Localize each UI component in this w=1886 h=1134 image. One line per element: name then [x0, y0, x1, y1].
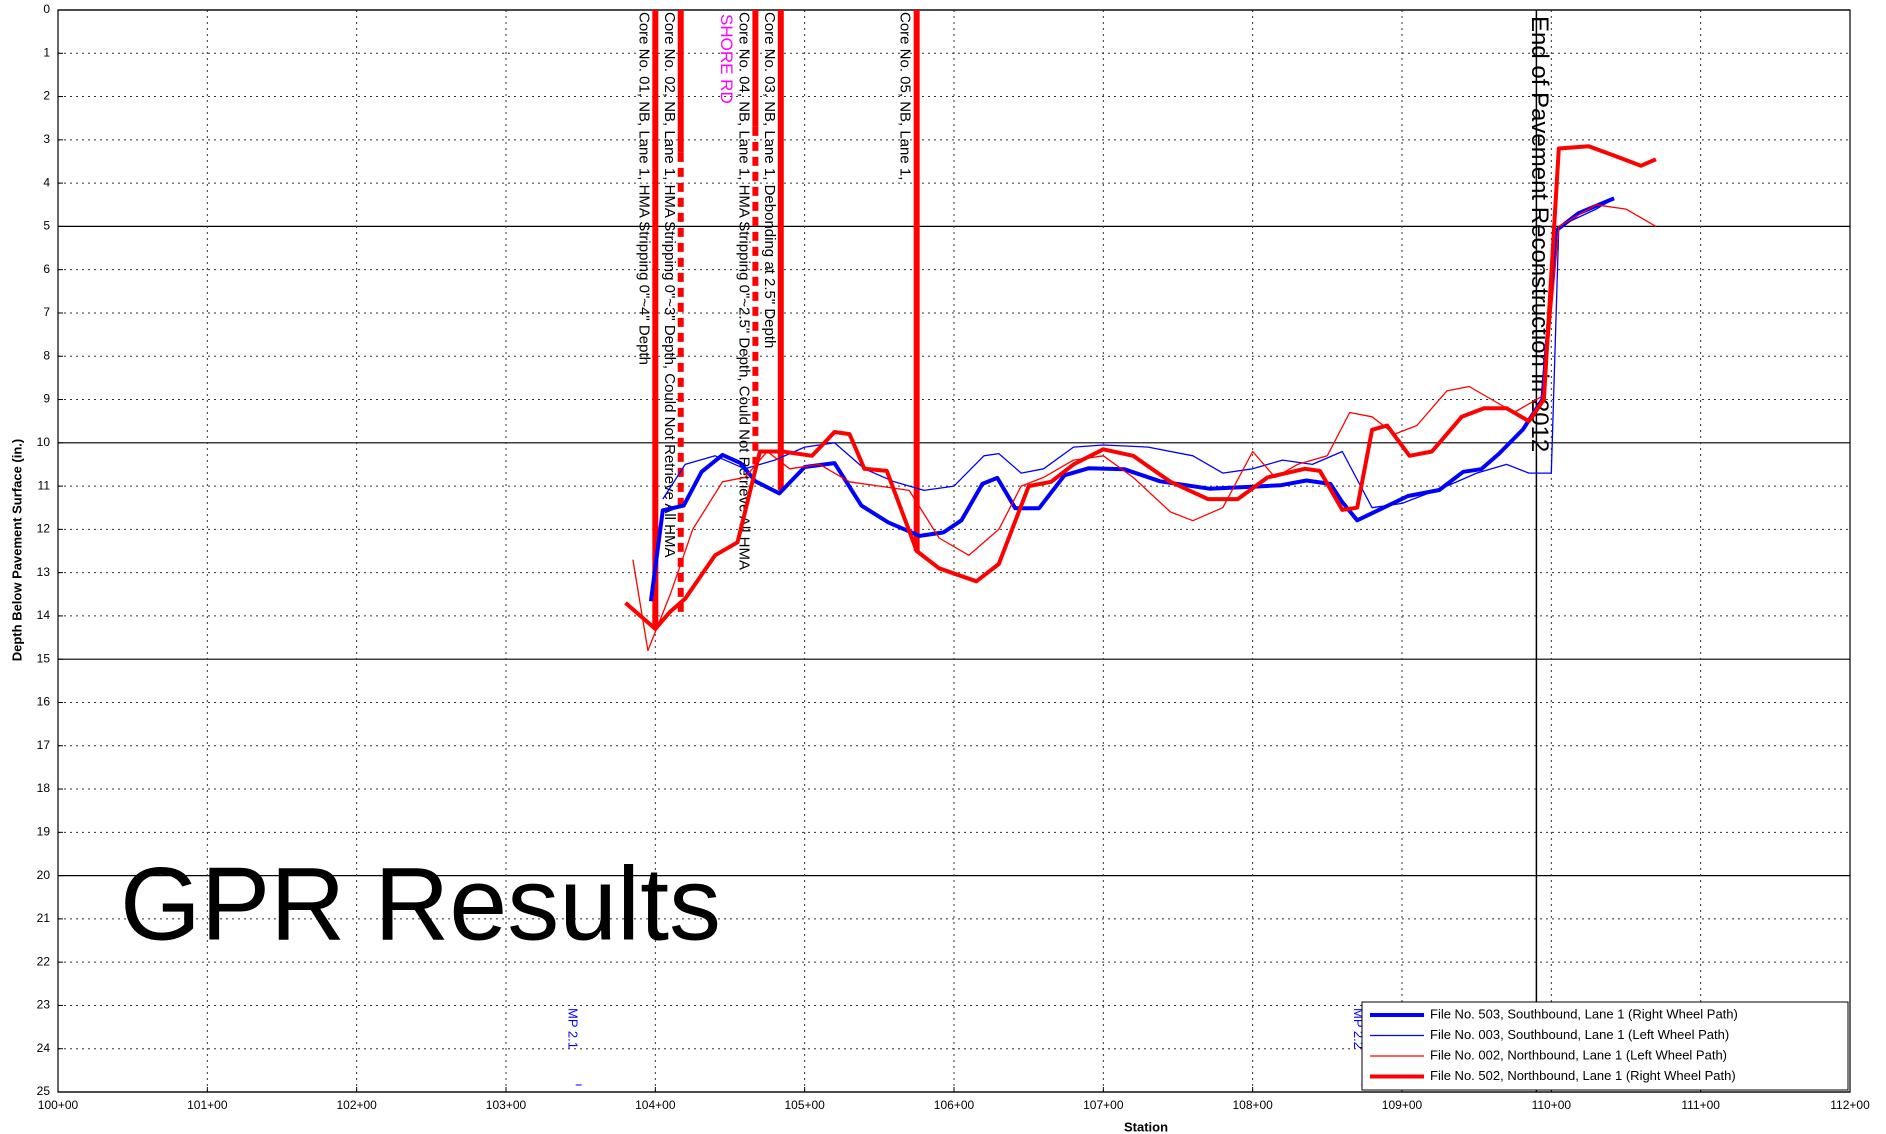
- x-tick-label: 109+00: [1382, 1098, 1423, 1112]
- plot-frame: [57, 9, 1851, 1093]
- y-tick-label: 8: [43, 348, 50, 362]
- series-line: [624, 144, 1657, 631]
- core-label: Core No. 01, NB, Lane 1, HMA Stripping 0…: [635, 12, 652, 365]
- y-tick-label: 21: [37, 911, 51, 925]
- y-axis-label: Depth Below Pavement Surface (in.): [9, 439, 24, 662]
- y-tick-label: 7: [43, 305, 50, 319]
- end-marker-label: End of Pavement Reconstruction in 2012: [1526, 16, 1553, 452]
- y-tick-label: 18: [37, 781, 51, 795]
- series-line: [648, 196, 1615, 602]
- y-tick-label: 5: [43, 219, 50, 233]
- y-tick-label: 15: [37, 651, 51, 665]
- road-label: SHORE RD: [717, 14, 736, 104]
- x-tick-label: 103+00: [486, 1098, 527, 1112]
- x-tick-label: 105+00: [784, 1098, 825, 1112]
- core-label: Core No. 05, NB, Lane 1,: [897, 12, 914, 180]
- y-tick-label: 20: [37, 868, 51, 882]
- x-tick-label: 101+00: [187, 1098, 228, 1112]
- y-tick-label: 4: [43, 175, 50, 189]
- y-tick-label: 3: [43, 132, 50, 146]
- core-label: Core No. 02, NB, Lane 1, HMA Stripping 0…: [661, 12, 678, 558]
- x-tick-label: 112+00: [1830, 1098, 1870, 1112]
- x-tick-label: 102+00: [336, 1098, 377, 1112]
- legend-label: File No. 503, Southbound, Lane 1 (Right …: [1430, 1006, 1738, 1021]
- x-tick-label: 104+00: [635, 1098, 676, 1112]
- y-tick-label: 12: [37, 522, 51, 536]
- y-tick-label: 14: [37, 608, 51, 622]
- y-tick-label: 9: [43, 392, 50, 406]
- legend-label: File No. 502, Northbound, Lane 1 (Right …: [1430, 1068, 1736, 1083]
- y-tick-label: 10: [37, 435, 51, 449]
- x-tick-label: 107+00: [1083, 1098, 1124, 1112]
- legend-label: File No. 003, Southbound, Lane 1 (Left W…: [1430, 1027, 1729, 1042]
- y-tick-label: 16: [37, 695, 51, 709]
- y-tick-label: 22: [37, 954, 51, 968]
- y-tick-label: 17: [37, 738, 51, 752]
- legend-label: File No. 002, Northbound, Lane 1 (Left W…: [1430, 1047, 1727, 1062]
- y-tick-label: 13: [37, 565, 51, 579]
- y-tick-label: 0: [43, 2, 50, 16]
- x-tick-label: 108+00: [1232, 1098, 1273, 1112]
- x-tick-label: 110+00: [1532, 1098, 1572, 1112]
- x-tick-label: 106+00: [934, 1098, 975, 1112]
- overlay-title: GPR Results: [120, 846, 721, 962]
- y-tick-label: 25: [37, 1084, 51, 1098]
- legend-box: [1361, 1001, 1849, 1091]
- y-tick-label: 19: [37, 824, 51, 838]
- x-tick-label: 111+00: [1681, 1098, 1720, 1112]
- series-line: [632, 204, 1657, 652]
- y-tick-label: 6: [43, 262, 50, 276]
- x-axis-label: Station: [1124, 1119, 1168, 1134]
- y-tick-label: 11: [38, 478, 51, 492]
- y-tick-label: 2: [43, 89, 50, 103]
- y-tick-label: 23: [37, 998, 51, 1012]
- milepost-label: MP 2.1: [565, 1008, 580, 1049]
- y-tick-label: 24: [37, 1041, 51, 1055]
- y-tick-label: 1: [43, 45, 50, 59]
- core-label: Core No. 04, NB, Lane 1, HMA Stripping 0…: [735, 12, 752, 570]
- x-tick-label: 100+00: [38, 1098, 79, 1112]
- core-label: Core No. 03, NB, Lane 1, Debonding at 2.…: [761, 12, 778, 348]
